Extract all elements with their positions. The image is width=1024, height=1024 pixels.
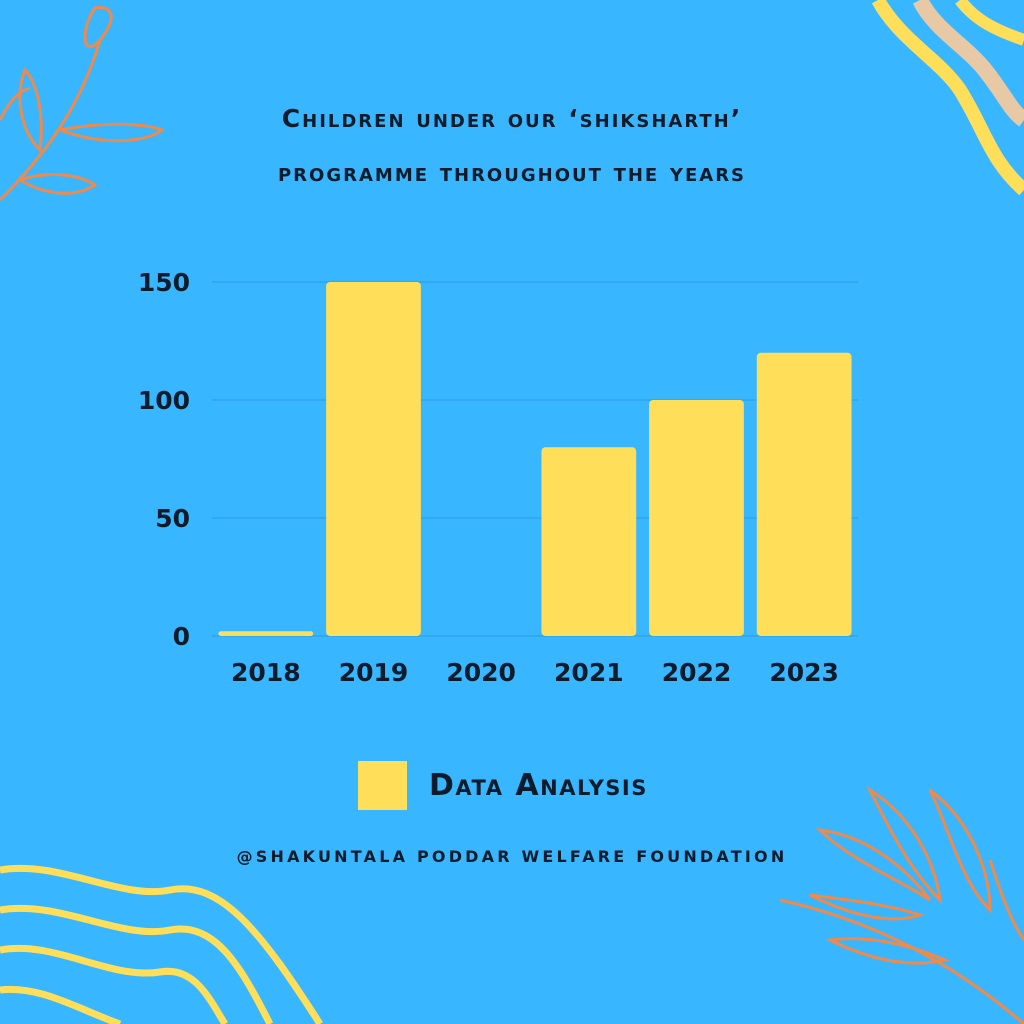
- x-tick-label: 2022: [662, 658, 732, 687]
- x-tick-label: 2020: [446, 658, 516, 687]
- wavy-lines-icon: [871, 0, 1024, 196]
- y-tick-label: 50: [155, 504, 190, 533]
- chart-title-line-1: Children under our ‘shiksharth’: [281, 104, 743, 133]
- bar-2021: [541, 447, 637, 636]
- gridlines: [212, 281, 858, 637]
- wavy-lines-icon: [0, 864, 323, 1024]
- bar-2023: [756, 352, 852, 636]
- leaf-branch-icon: [779, 785, 1024, 1024]
- y-tick-label: 100: [138, 386, 190, 415]
- x-tick-label: 2019: [339, 658, 409, 687]
- x-axis-ticks: 2018 2019 2020 2021 2022 2023: [231, 658, 839, 687]
- legend-label: Data Analysis: [429, 767, 648, 803]
- x-tick-label: 2018: [231, 658, 301, 687]
- leaf-branch-icon: [0, 5, 165, 202]
- legend: Data Analysis: [358, 760, 648, 810]
- y-tick-label: 0: [173, 622, 190, 651]
- bar-2018: [218, 631, 314, 636]
- y-axis-ticks: 0 50 100 150: [138, 268, 190, 651]
- chart-title-line-2: programme throughout the years: [277, 158, 747, 187]
- x-tick-label: 2023: [769, 658, 839, 687]
- bar-2019: [326, 282, 421, 636]
- y-tick-label: 150: [138, 268, 190, 297]
- legend-swatch: [358, 760, 407, 810]
- x-tick-label: 2021: [554, 658, 624, 687]
- footer-credit: @SHAKUNTALA PODDAR WELFARE FOUNDATION: [236, 847, 788, 866]
- bar-2022: [649, 400, 744, 636]
- bars: [218, 282, 852, 636]
